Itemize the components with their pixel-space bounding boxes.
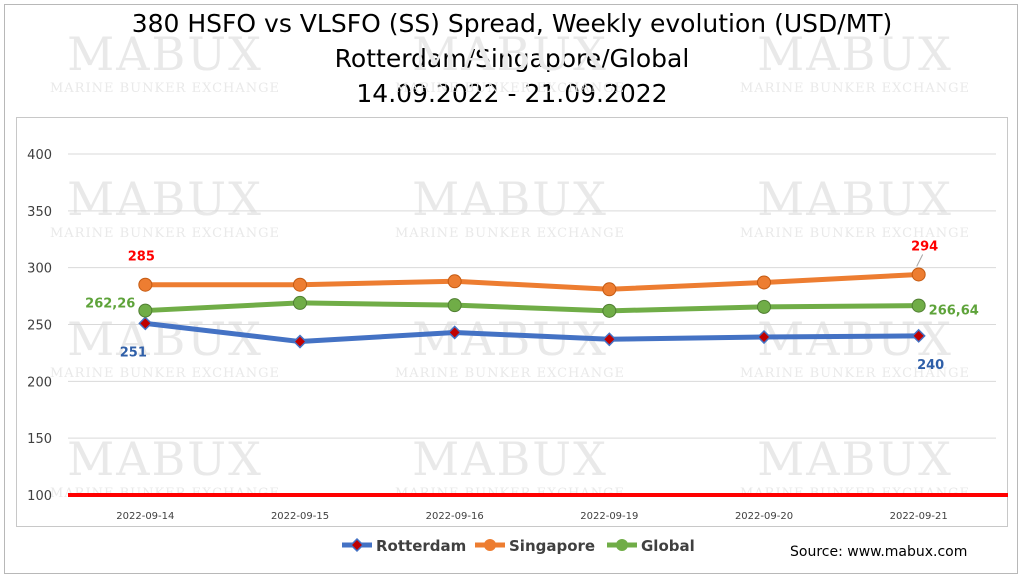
point-singapore: [293, 277, 307, 292]
y-tick-label: 350: [27, 205, 52, 220]
watermark-logo-text: MABUX: [67, 172, 263, 226]
point-global: [293, 295, 307, 310]
point-global: [911, 298, 926, 313]
source-note: Source: www.mabux.com: [790, 544, 968, 560]
point-singapore: [602, 282, 617, 297]
series-line-global: [142, 300, 922, 314]
watermark-sub-text: MARINE BUNKER EXCHANGE: [50, 81, 280, 96]
legend-label-global: Global: [641, 537, 695, 555]
data-label-global: 266,64: [929, 304, 979, 319]
watermark-logo-text: MABUX: [757, 27, 953, 81]
title-line-1: 380 HSFO vs VLSFO (SS) Spread, Weekly ev…: [131, 9, 893, 38]
x-tick-label: 2022-09-15: [271, 511, 329, 522]
watermark-logo-text: MABUX: [757, 172, 953, 226]
x-tick-label: 2022-09-21: [890, 511, 948, 522]
watermark-logo-text: MABUX: [412, 172, 608, 226]
watermark-logo-text: MABUX: [67, 432, 263, 486]
legend-label-singapore: Singapore: [509, 537, 595, 555]
watermark-logo-text: MABUX: [412, 432, 608, 486]
point-singapore: [447, 274, 462, 289]
x-tick-label: 2022-09-20: [735, 511, 793, 522]
point-singapore: [911, 267, 926, 282]
point-global: [602, 303, 617, 318]
data-label-rotterdam: 251: [120, 345, 147, 360]
point-rotterdam: [911, 328, 926, 343]
point-rotterdam: [756, 329, 772, 345]
leader-line: [916, 254, 924, 267]
watermark-sub-text: MARINE BUNKER EXCHANGE: [740, 366, 970, 381]
x-tick-label: 2022-09-14: [116, 511, 174, 522]
watermark-logo-text: MABUX: [67, 312, 263, 366]
y-tick-label: 150: [27, 432, 52, 447]
title-line-3: 14.09.2022 - 21.09.2022: [356, 79, 668, 108]
data-label-singapore: 294: [911, 239, 938, 254]
point-rotterdam: [292, 334, 308, 349]
point-global: [447, 298, 462, 313]
series-line-rotterdam: [142, 320, 922, 345]
chart-frame: [4, 4, 1018, 574]
y-tick-label: 400: [27, 148, 52, 163]
y-tick-label: 200: [27, 375, 52, 390]
watermark-sub-text: MARINE BUNKER EXCHANGE: [395, 81, 625, 96]
y-tick-label: 250: [27, 319, 52, 334]
point-rotterdam: [602, 332, 617, 347]
y-tick-label: 300: [27, 262, 52, 277]
watermark-logo-text: MABUX: [412, 27, 608, 81]
title-line-2: Rotterdam/Singapore/Global: [334, 44, 690, 73]
point-global: [757, 299, 771, 314]
x-tick-label: 2022-09-16: [426, 511, 484, 522]
legend-marker-global: [616, 539, 628, 551]
legend-marker-rotterdam: [349, 537, 365, 553]
point-rotterdam: [447, 325, 462, 340]
watermark-sub-text: MARINE BUNKER EXCHANGE: [740, 226, 970, 241]
watermark-sub-text: MARINE BUNKER EXCHANGE: [395, 366, 625, 381]
y-tick-label: 100: [27, 489, 52, 504]
data-label-rotterdam: 240: [917, 358, 944, 373]
watermark-logo-text: MABUX: [67, 27, 263, 81]
point-singapore: [757, 275, 771, 290]
watermark-sub-text: MARINE BUNKER EXCHANGE: [740, 81, 970, 96]
plot-area-border: [16, 117, 1008, 527]
x-tick-label: 2022-09-19: [580, 511, 638, 522]
chart-title: 380 HSFO vs VLSFO (SS) Spread, Weekly ev…: [0, 6, 1024, 111]
data-label-singapore: 285: [128, 250, 155, 265]
watermark-sub-text: MARINE BUNKER EXCHANGE: [50, 366, 280, 381]
watermark-sub-text: MARINE BUNKER EXCHANGE: [50, 226, 280, 241]
point-global: [138, 303, 153, 318]
point-rotterdam: [138, 316, 153, 331]
watermark-sub-text: MARINE BUNKER EXCHANGE: [395, 226, 625, 241]
legend-label-rotterdam: Rotterdam: [376, 537, 466, 555]
legend-marker-singapore: [484, 539, 496, 551]
watermark-logo-text: MABUX: [757, 432, 953, 486]
series-line-singapore: [142, 271, 922, 292]
point-singapore: [138, 277, 153, 292]
data-label-global: 262,26: [85, 297, 135, 312]
